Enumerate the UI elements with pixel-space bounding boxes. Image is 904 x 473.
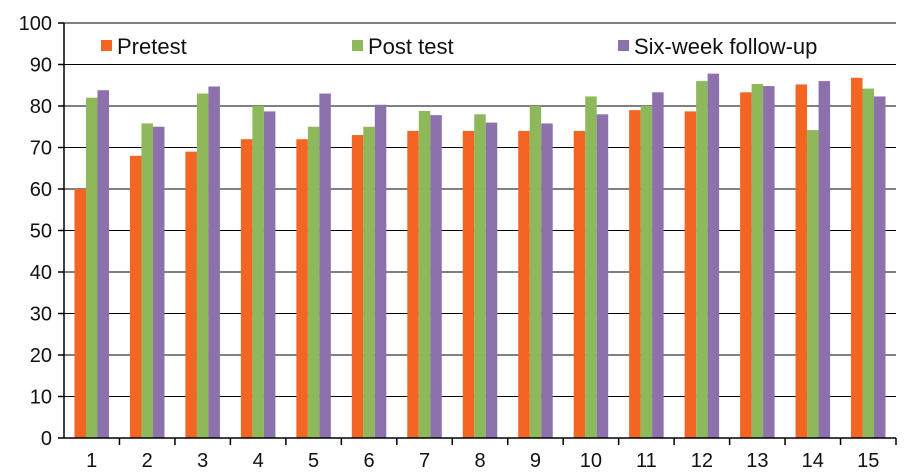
legend-swatch (101, 40, 112, 51)
y-tick-label: 30 (30, 304, 52, 326)
y-tick-label: 80 (30, 96, 52, 118)
y-tick-label: 0 (41, 428, 52, 450)
bar (640, 106, 653, 438)
x-tick-label: 14 (802, 450, 824, 472)
bar (541, 123, 553, 439)
y-tick-label: 50 (30, 221, 52, 243)
bar (696, 81, 708, 438)
bar (596, 114, 609, 439)
bar (363, 126, 375, 438)
y-tick-labels: 0 10 20 30 40 50 60 70 80 90 100 (19, 13, 52, 450)
bar (462, 130, 475, 438)
x-tick-label: 2 (142, 450, 153, 472)
bar (818, 81, 831, 438)
y-tick-label: 40 (30, 262, 52, 284)
bar (795, 84, 808, 439)
bar (684, 111, 697, 439)
bar (851, 77, 863, 438)
y-tick-label: 70 (30, 138, 52, 160)
bar (751, 84, 764, 438)
x-tick-label: 8 (474, 450, 485, 472)
bar (252, 106, 264, 438)
y-tick-label: 90 (30, 55, 52, 77)
bar (874, 96, 886, 438)
bars (74, 73, 886, 439)
x-tick-label: 4 (253, 450, 264, 472)
legend: Pretest Post test Six-week follow-up (101, 34, 817, 59)
bar (152, 126, 165, 438)
bar (652, 92, 664, 439)
bar (351, 135, 364, 439)
bar (141, 123, 153, 439)
legend-label: Pretest (117, 34, 187, 59)
bar (474, 114, 486, 439)
x-tick-labels: 1 2 3 4 5 6 7 8 9 10 11 12 13 14 15 (86, 450, 879, 472)
bar (240, 139, 253, 438)
x-tick-label: 1 (86, 450, 97, 472)
y-tick-label: 20 (30, 345, 52, 367)
bar (763, 86, 775, 438)
bar (862, 88, 875, 438)
bar (208, 86, 220, 439)
bar (807, 130, 819, 438)
bar (196, 93, 209, 439)
bar (418, 110, 431, 438)
x-tick-label: 12 (691, 450, 713, 472)
axes (58, 22, 897, 445)
legend-swatch (618, 40, 629, 51)
bar (296, 139, 308, 438)
bar (518, 130, 530, 438)
x-tick-label: 5 (308, 450, 319, 472)
y-tick-label: 10 (30, 387, 52, 409)
bar (263, 111, 276, 439)
legend-label: Six-week follow-up (634, 34, 817, 59)
x-tick-label: 9 (530, 450, 541, 472)
bar (319, 93, 331, 439)
y-tick-label: 60 (30, 179, 52, 201)
x-tick-label: 3 (197, 450, 208, 472)
x-tick-label: 7 (419, 450, 430, 472)
bar (129, 155, 142, 439)
x-tick-label: 11 (636, 450, 657, 472)
bar (430, 115, 442, 438)
bar (85, 97, 98, 438)
x-tick-label: 15 (857, 450, 879, 472)
bar (485, 122, 498, 438)
legend-label: Post test (368, 34, 454, 59)
bar (573, 130, 586, 438)
bar (529, 106, 542, 438)
bar (97, 90, 109, 438)
bar (707, 73, 720, 438)
legend-swatch (352, 40, 363, 51)
bar (74, 189, 86, 438)
bar (374, 104, 387, 438)
x-tick-label: 6 (364, 450, 375, 472)
bar (407, 130, 419, 438)
y-tick-label: 100 (19, 13, 52, 35)
x-tick-label: 10 (580, 450, 602, 472)
bar (629, 110, 641, 439)
bar (585, 96, 597, 438)
bar (307, 126, 320, 438)
x-tick-label: 13 (746, 450, 768, 472)
bar (185, 151, 197, 438)
bar (740, 92, 752, 439)
